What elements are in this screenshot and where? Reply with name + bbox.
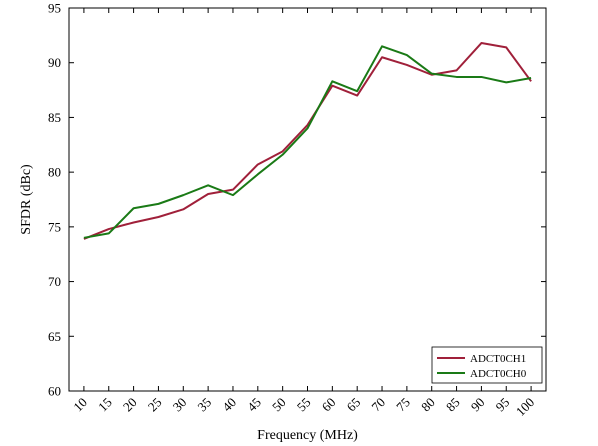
x-tick-label: 95 (493, 395, 513, 415)
y-axis-ticks: 60 65 70 75 80 85 90 95 (48, 1, 546, 399)
x-tick-label: 10 (70, 395, 90, 415)
y-tick-label: 95 (48, 1, 61, 16)
plot-area (68, 7, 547, 392)
x-tick-label: 45 (244, 395, 264, 415)
y-tick-label: 80 (48, 165, 61, 180)
x-tick-label: 30 (170, 395, 190, 415)
y-axis-label: SFDR (dBc) (19, 164, 34, 235)
x-tick-label: 50 (269, 395, 289, 415)
series-line-adct0ch0 (83, 45, 532, 239)
x-tick-label: 90 (468, 395, 488, 415)
x-tick-label: 70 (368, 395, 388, 415)
y-tick-label: 60 (48, 384, 61, 399)
x-tick-label: 65 (344, 395, 364, 415)
legend: ADCT0CH1 ADCT0CH0 (431, 346, 543, 384)
x-tick-label: 60 (319, 395, 339, 415)
y-tick-label: 70 (48, 274, 61, 289)
y-tick-label: 65 (48, 329, 61, 344)
y-tick-label: 85 (48, 110, 61, 125)
legend-entry-label: ADCT0CH1 (470, 353, 526, 365)
x-tick-label: 20 (120, 395, 140, 415)
x-tick-label: 75 (393, 395, 413, 415)
x-tick-label: 55 (294, 395, 314, 415)
legend-box (431, 346, 543, 384)
x-tick-label: 25 (145, 395, 165, 415)
legend-entry-label: ADCT0CH0 (470, 368, 527, 380)
series-line-adct0ch1 (83, 42, 532, 240)
x-tick-label: 100 (513, 395, 537, 419)
x-tick-label: 40 (219, 395, 239, 415)
x-tick-label: 80 (418, 395, 438, 415)
x-tick-label: 35 (194, 395, 214, 415)
series-lines (83, 42, 532, 240)
plot-frame (68, 7, 547, 392)
x-tick-label: 85 (443, 395, 463, 415)
x-axis-label: Frequency (MHz) (257, 428, 358, 443)
y-tick-label: 75 (48, 219, 61, 234)
x-tick-label: 15 (95, 395, 115, 415)
y-tick-label: 90 (48, 55, 61, 70)
